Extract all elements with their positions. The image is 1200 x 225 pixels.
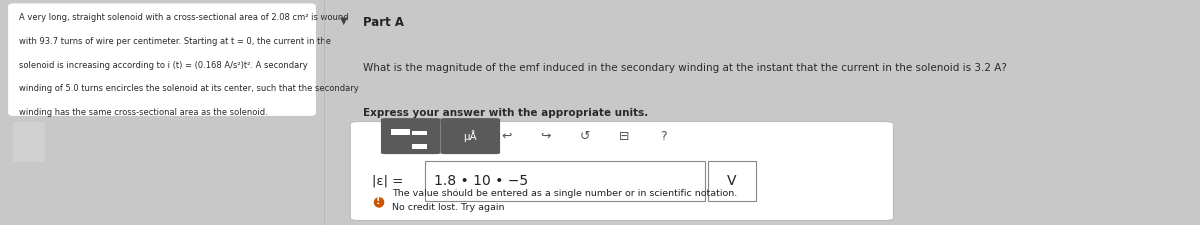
- Text: ?: ?: [660, 130, 667, 143]
- FancyBboxPatch shape: [350, 122, 893, 220]
- Bar: [13, 122, 46, 162]
- Bar: [412, 144, 427, 149]
- Text: ↩: ↩: [500, 130, 511, 143]
- Text: Part A: Part A: [364, 16, 404, 29]
- Text: What is the magnitude of the emf induced in the secondary winding at the instant: What is the magnitude of the emf induced…: [364, 63, 1007, 73]
- Text: ⊟: ⊟: [619, 130, 630, 143]
- Text: winding of 5.0 turns encircles the solenoid at its center, such that the seconda: winding of 5.0 turns encircles the solen…: [19, 84, 359, 93]
- FancyBboxPatch shape: [440, 118, 500, 154]
- Bar: [412, 131, 427, 135]
- Text: with 93.7 turns of wire per centimeter. Starting at t = 0, the current in the: with 93.7 turns of wire per centimeter. …: [19, 37, 331, 46]
- Text: No credit lost. Try again: No credit lost. Try again: [392, 202, 505, 211]
- Text: ↪: ↪: [540, 130, 551, 143]
- Text: ●: ●: [372, 194, 384, 208]
- Text: solenoid is increasing according to i (t) = (0.168 A/s²)t². A secondary: solenoid is increasing according to i (t…: [19, 61, 308, 70]
- Bar: [390, 129, 410, 135]
- Text: A very long, straight solenoid with a cross-sectional area of 2.08 cm² is wound: A very long, straight solenoid with a cr…: [19, 14, 349, 22]
- Bar: [708, 161, 756, 201]
- Text: Express your answer with the appropriate units.: Express your answer with the appropriate…: [364, 108, 649, 118]
- Bar: [425, 161, 706, 201]
- Text: ▼: ▼: [340, 16, 347, 26]
- Text: !: !: [376, 196, 380, 206]
- Text: μÅ: μÅ: [463, 130, 478, 142]
- Text: winding has the same cross-sectional area as the solenoid.: winding has the same cross-sectional are…: [19, 108, 268, 117]
- FancyBboxPatch shape: [8, 3, 316, 116]
- Text: 1.8 • 10 • −5: 1.8 • 10 • −5: [433, 174, 528, 188]
- Text: The value shȯuld be entered as a single number or in scientific notation.: The value shȯuld be entered as a single…: [392, 189, 738, 198]
- Text: |ε| =: |ε| =: [372, 175, 403, 188]
- FancyBboxPatch shape: [380, 118, 440, 154]
- Text: V: V: [727, 174, 737, 188]
- Text: ↺: ↺: [580, 130, 590, 143]
